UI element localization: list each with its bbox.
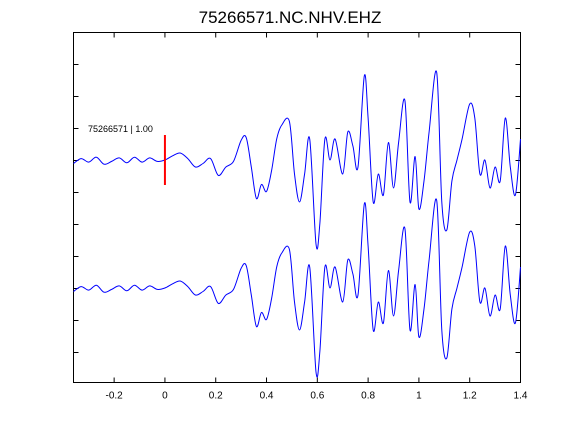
x-tick-label: 0.8 (361, 391, 375, 402)
x-tick-label: 0 (162, 391, 168, 402)
x-tick-label: -0.2 (106, 391, 124, 402)
trace-annotation: 75266571 | 1.00 (88, 124, 153, 134)
x-tick-label: 0.6 (310, 391, 324, 402)
waveform-trace (73, 198, 521, 378)
chart-title: 75266571.NC.NHV.EHZ (199, 8, 382, 27)
x-tick-label: 0.4 (260, 391, 274, 402)
waveform-trace (73, 70, 521, 250)
x-tick-label: 0.2 (209, 391, 223, 402)
x-tick-label: 1.2 (463, 391, 477, 402)
waveform-traces (73, 70, 521, 378)
x-tick-label: 1.4 (514, 391, 528, 402)
plot-area-frame (73, 32, 521, 383)
x-tick-label: 1 (416, 391, 422, 402)
pick-marker-layer: 75266571 | 1.00 (88, 124, 166, 185)
